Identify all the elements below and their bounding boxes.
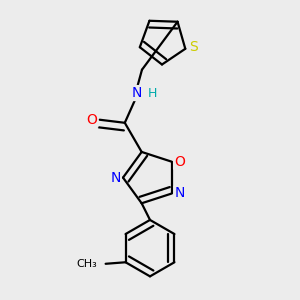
Text: N: N	[110, 171, 121, 184]
Text: S: S	[190, 40, 198, 54]
Text: O: O	[86, 113, 98, 127]
Text: CH₃: CH₃	[76, 259, 97, 269]
Text: H: H	[148, 86, 157, 100]
Text: N: N	[131, 86, 142, 100]
Text: O: O	[174, 155, 185, 169]
Text: N: N	[174, 187, 185, 200]
